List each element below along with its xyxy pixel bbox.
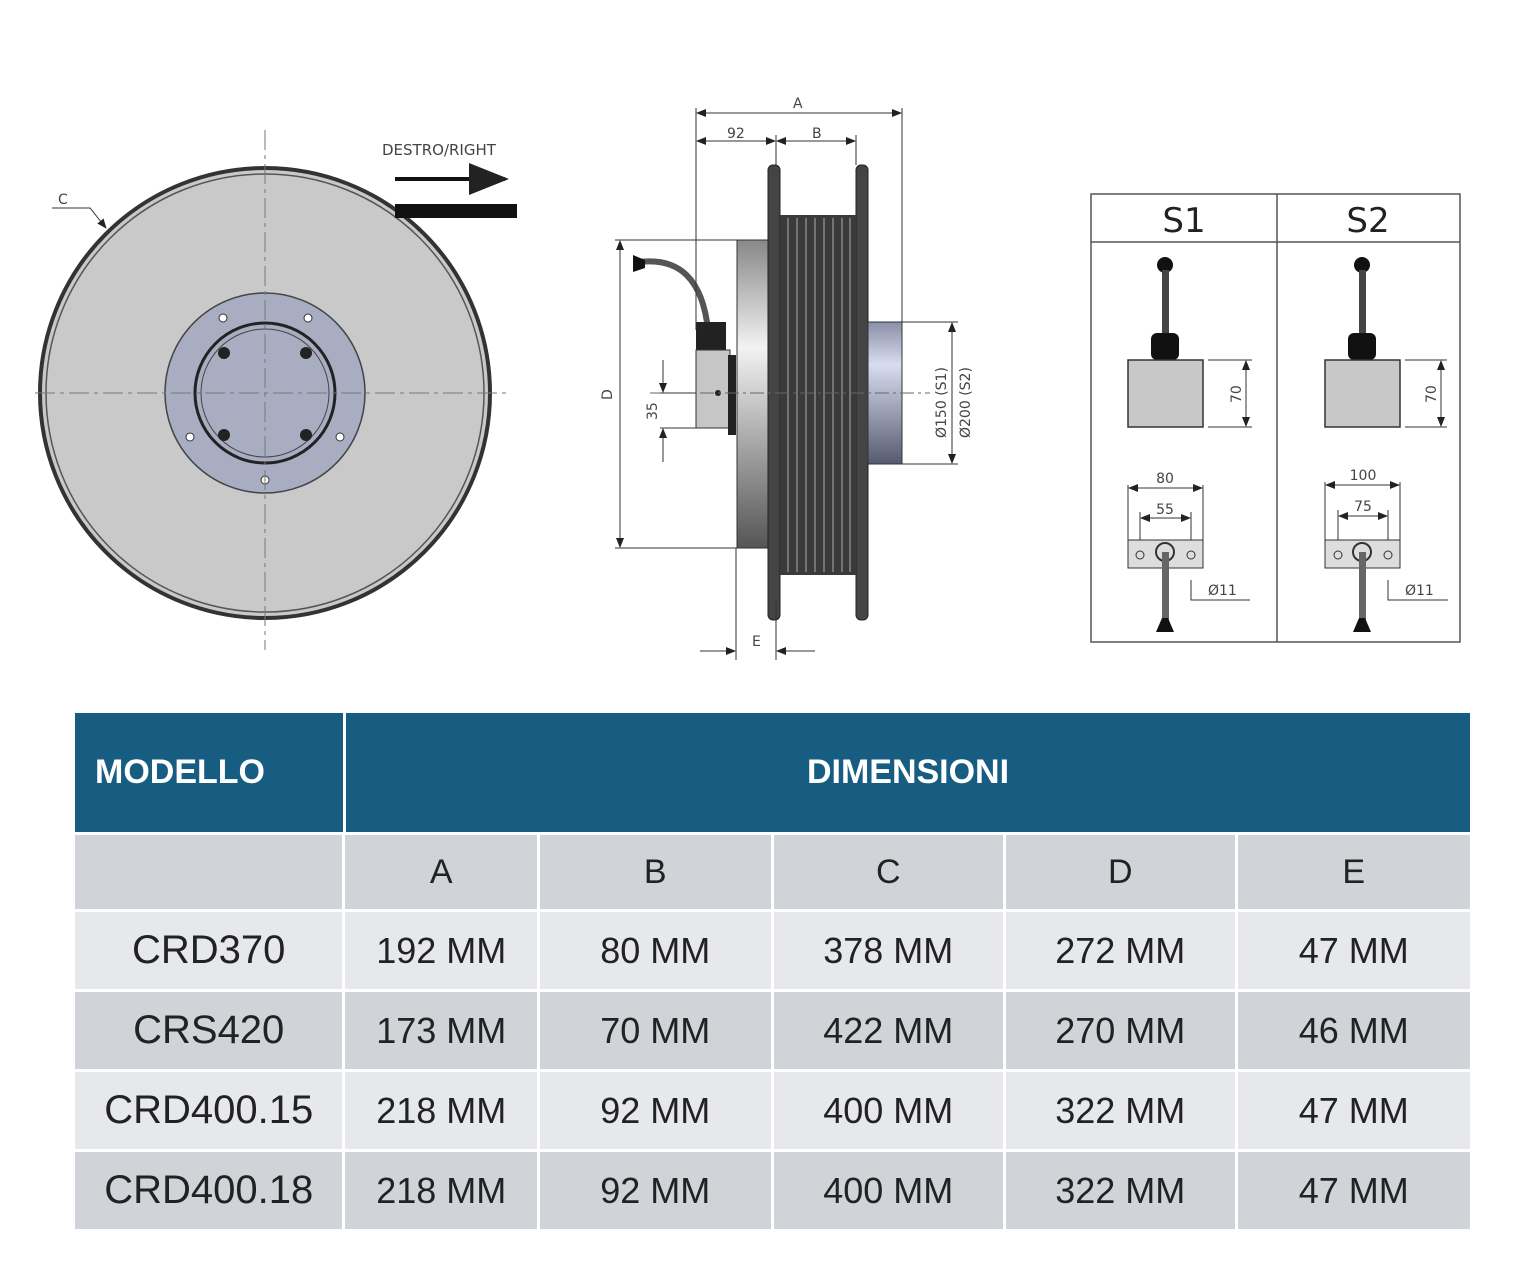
options-panel: S1 S2 70 80 55 Ø11 70 (1090, 193, 1461, 643)
dimension-c-cell: 378 MM (773, 912, 1003, 989)
model-cell: CRD400.15 (75, 1072, 343, 1149)
s2-height: 70 (1424, 385, 1440, 403)
table-header: MODELLO DIMENSIONI (75, 713, 1470, 832)
dimension-d-cell: 272 MM (1006, 912, 1235, 989)
dimension-e-cell: 47 MM (1237, 1152, 1470, 1229)
option-s1-drawing: 70 80 55 Ø11 (1127, 257, 1252, 632)
s1-height: 70 (1229, 385, 1245, 403)
dim-dia-s2: Ø200 (S2) (958, 367, 974, 438)
s2-hole-dia: Ø11 (1405, 583, 1434, 599)
dimension-a-cell: 173 MM (345, 992, 537, 1069)
dim-a: A (793, 96, 803, 112)
dimension-a-cell: 218 MM (345, 1072, 537, 1149)
column-header-a: A (345, 835, 537, 909)
option-s1-title: S1 (1162, 201, 1205, 241)
option-s2-drawing: 70 100 75 Ø11 (1324, 257, 1448, 632)
s2-hole-spacing: 75 (1354, 499, 1372, 515)
dimension-e-cell: 47 MM (1237, 1072, 1470, 1149)
dimension-b-cell: 92 MM (540, 1152, 771, 1229)
column-header-empty (75, 835, 343, 909)
dimension-d-cell: 270 MM (1006, 992, 1235, 1069)
hose-outlet (395, 204, 517, 218)
dimension-e-cell: 46 MM (1237, 992, 1470, 1069)
table-row: CRD370 192 MM 80 MM 378 MM 272 MM 47 MM (75, 912, 1470, 989)
dimension-b-cell: 80 MM (540, 912, 771, 989)
s2-width: 100 (1350, 468, 1377, 484)
front-view: C DESTRO/RIGHT (35, 130, 517, 650)
model-cell: CRD400.18 (75, 1152, 343, 1229)
table-row: CRD400.15 218 MM 92 MM 400 MM 322 MM 47 MM (75, 1072, 1470, 1149)
model-cell: CRS420 (75, 992, 343, 1069)
header-dimensions: DIMENSIONI (346, 713, 1470, 832)
s1-hole-spacing: 55 (1156, 502, 1174, 518)
dimension-c-cell: 422 MM (773, 992, 1003, 1069)
dimension-d-cell: 322 MM (1006, 1152, 1235, 1229)
column-header-d: D (1006, 835, 1235, 909)
dimension-e-cell: 47 MM (1237, 912, 1470, 989)
dimension-a-cell: 192 MM (345, 912, 537, 989)
model-cell: CRD370 (75, 912, 343, 989)
dim-d: D (600, 389, 616, 400)
dimension-b-cell: 70 MM (540, 992, 771, 1069)
dimension-c-cell: 400 MM (773, 1152, 1003, 1229)
dimension-d-cell: 322 MM (1006, 1072, 1235, 1149)
dim-dia-s1: Ø150 (S1) (934, 367, 950, 438)
side-view: A 92 B D 35 Ø150 (S1) Ø200 (S2) E (600, 96, 974, 660)
dim-92: 92 (727, 126, 745, 142)
direction-label: DESTRO/RIGHT (382, 141, 497, 159)
s1-width: 80 (1156, 471, 1174, 487)
column-header-b: B (540, 835, 771, 909)
s1-hole-dia: Ø11 (1208, 583, 1237, 599)
dimension-c-cell: 400 MM (773, 1072, 1003, 1149)
technical-drawing: C DESTRO/RIGHT (35, 96, 1461, 660)
dim-35: 35 (645, 402, 661, 420)
table-row: CRD400.18 218 MM 92 MM 400 MM 322 MM 47 MM (75, 1152, 1470, 1229)
c-label: C (58, 192, 68, 208)
column-headers: A B C D E (75, 835, 1470, 909)
dimensions-table: MODELLO DIMENSIONI A B C D E CRD370 192 M… (75, 713, 1470, 1232)
table-row: CRS420 173 MM 70 MM 422 MM 270 MM 46 MM (75, 992, 1470, 1069)
dim-e: E (752, 634, 761, 650)
header-model: MODELLO (75, 713, 343, 832)
dimension-b-cell: 92 MM (540, 1072, 771, 1149)
option-s2-title: S2 (1346, 201, 1389, 241)
column-header-c: C (773, 835, 1003, 909)
dim-b: B (812, 126, 822, 142)
dimension-a-cell: 218 MM (345, 1152, 537, 1229)
column-header-e: E (1237, 835, 1470, 909)
